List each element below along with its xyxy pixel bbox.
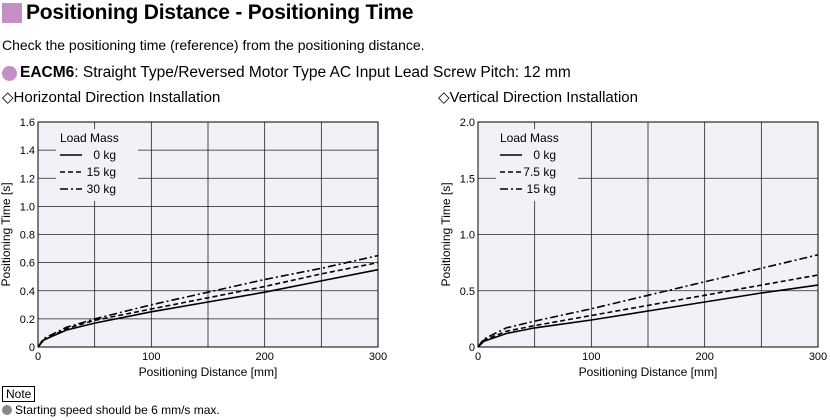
y-tick-label: 0.5 <box>460 286 475 298</box>
x-tick-label: 200 <box>695 351 713 363</box>
x-tick-label: 100 <box>142 351 160 363</box>
y-tick-label: 1.4 <box>20 145 35 157</box>
model-heading: EACM6 : Straight Type/Reversed Motor Typ… <box>2 64 571 82</box>
y-tick-label: 1.6 <box>20 117 35 129</box>
model-description: : Straight Type/Reversed Motor Type AC I… <box>74 64 571 81</box>
series-line-2 <box>37 261 379 348</box>
plot-border <box>37 121 379 348</box>
y-tick-label: 0 <box>469 342 475 354</box>
legend-label-3: 30 kg <box>87 182 116 196</box>
x-tick-label: 100 <box>582 351 600 363</box>
chart-heading-horizontal: ◇Horizontal Direction Installation <box>2 89 221 106</box>
x-tick-label: 0 <box>35 351 41 363</box>
title-row: Positioning Distance - Positioning Time <box>2 0 414 26</box>
legend-title: Load Mass <box>60 131 119 145</box>
y-tick-label: 2.0 <box>460 117 475 129</box>
chart-heading-vertical: ◇Vertical Direction Installation <box>438 89 638 106</box>
y-tick-label: 1.2 <box>20 173 35 185</box>
bullet-circle-icon <box>2 405 12 415</box>
legend-label-1: 0 kg <box>93 148 116 162</box>
y-tick-label: 1.0 <box>20 201 35 213</box>
legend-label-2: 7.5 kg <box>523 165 556 179</box>
y-tick-label: 0.6 <box>20 258 35 270</box>
y-axis-label: Positioning Time [s] <box>439 182 453 286</box>
y-tick-label: 0.8 <box>20 230 35 242</box>
vertical-chart: 0 0.5 1.0 1.5 2.0 0 100 200 300 Positioning Dista… <box>439 117 827 379</box>
model-name: EACM6 <box>20 64 75 81</box>
legend-label-2: 15 kg <box>87 165 116 179</box>
legend-label-1: 0 kg <box>533 148 556 162</box>
legend-label-3: 15 kg <box>527 182 556 196</box>
series-line-3 <box>37 254 379 348</box>
series-line-3 <box>477 254 819 348</box>
x-tick-label: 0 <box>475 351 481 363</box>
series-line-1 <box>477 284 819 348</box>
legend-title: Load Mass <box>500 131 559 145</box>
note-text: Starting speed should be 6 mm/s max. <box>15 403 220 417</box>
note-label: Note <box>2 386 36 402</box>
y-tick-label: 0.4 <box>20 286 35 298</box>
y-axis-label: Positioning Time [s] <box>0 182 13 286</box>
plot-border <box>477 121 819 348</box>
note-row: Starting speed should be 6 mm/s max. <box>2 403 220 417</box>
x-tick-label: 300 <box>369 351 387 363</box>
y-tick-label: 0.2 <box>20 314 35 326</box>
x-axis-label: Positioning Distance [mm] <box>139 365 278 379</box>
y-tick-label: 1.5 <box>460 173 475 185</box>
horizontal-chart: 0 0.2 0.4 0.6 0.8 1.0 1.2 1.4 1.6 0 100 200 300 Posit… <box>0 117 387 379</box>
page-subtitle: Check the positioning time (reference) f… <box>2 37 425 53</box>
legend-background <box>56 129 138 201</box>
legend-background <box>496 129 578 201</box>
page-title: Positioning Distance - Positioning Time <box>26 1 414 24</box>
x-tick-label: 300 <box>809 351 827 363</box>
y-tick-label: 0 <box>29 342 35 354</box>
y-tick-label: 1.0 <box>460 230 475 242</box>
title-square-icon <box>2 3 22 23</box>
x-tick-label: 200 <box>255 351 273 363</box>
x-axis-label: Positioning Distance [mm] <box>579 365 718 379</box>
bullet-circle-icon <box>2 65 17 81</box>
series-line-2 <box>477 274 819 348</box>
